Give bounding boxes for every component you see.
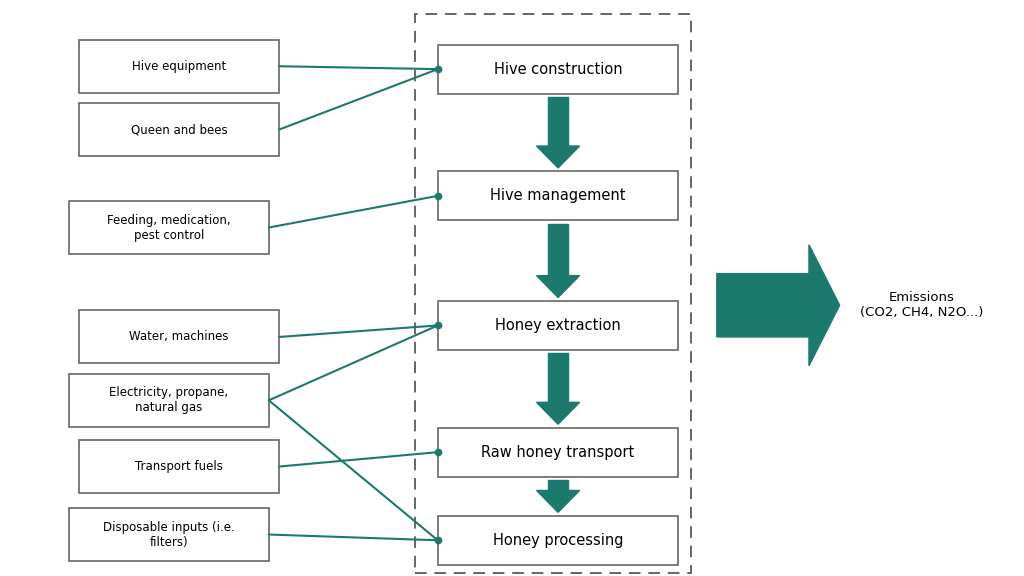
Bar: [438, 301, 679, 350]
Bar: [438, 172, 679, 221]
Bar: [79, 440, 279, 493]
Polygon shape: [537, 146, 580, 168]
Bar: [548, 480, 568, 490]
Bar: [548, 97, 568, 146]
Text: Hive construction: Hive construction: [494, 62, 623, 77]
Polygon shape: [717, 245, 840, 366]
Text: Water, machines: Water, machines: [129, 331, 229, 343]
Bar: [415, 14, 691, 573]
Polygon shape: [537, 403, 580, 424]
Text: Honey extraction: Honey extraction: [496, 318, 621, 333]
Text: Transport fuels: Transport fuels: [135, 460, 223, 473]
Text: Feeding, medication,
pest control: Feeding, medication, pest control: [108, 214, 230, 241]
Bar: [438, 516, 679, 564]
Text: Hive management: Hive management: [490, 188, 626, 203]
Text: Queen and bees: Queen and bees: [131, 123, 227, 136]
Bar: [548, 354, 568, 403]
Bar: [438, 427, 679, 477]
Text: Raw honey transport: Raw honey transport: [481, 445, 635, 460]
Bar: [70, 508, 268, 561]
Text: Emissions
(CO2, CH4, N2O...): Emissions (CO2, CH4, N2O...): [860, 291, 983, 319]
Bar: [548, 224, 568, 276]
Bar: [438, 45, 679, 93]
Text: Disposable inputs (i.e.
filters): Disposable inputs (i.e. filters): [103, 521, 234, 548]
Bar: [70, 374, 268, 427]
Text: Honey processing: Honey processing: [493, 533, 624, 548]
Bar: [79, 40, 279, 93]
Polygon shape: [537, 276, 580, 298]
Polygon shape: [537, 490, 580, 513]
Text: Electricity, propane,
natural gas: Electricity, propane, natural gas: [110, 386, 228, 414]
Bar: [79, 310, 279, 363]
Bar: [70, 201, 268, 254]
Text: Hive equipment: Hive equipment: [132, 60, 226, 73]
Bar: [79, 103, 279, 156]
